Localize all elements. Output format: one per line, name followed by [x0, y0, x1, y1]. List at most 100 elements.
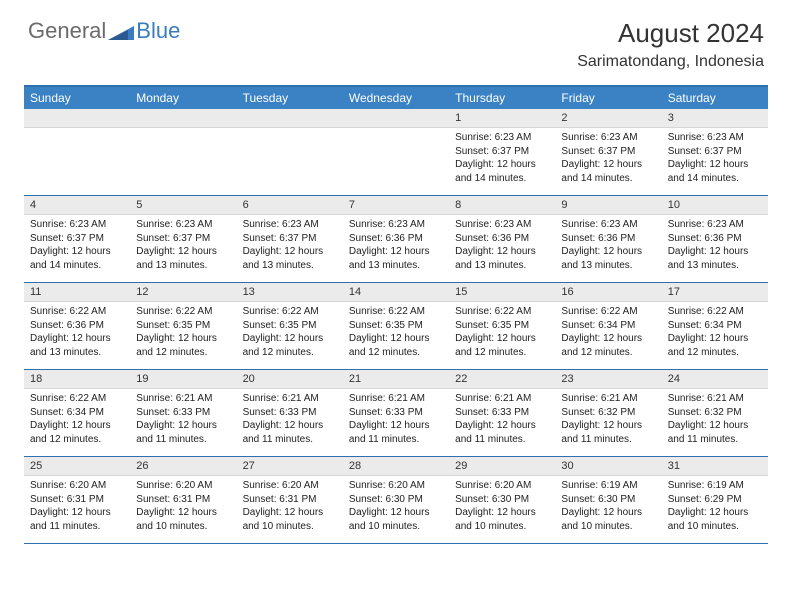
sunset-line: Sunset: 6:37 PM: [30, 232, 124, 246]
day-number: 2: [555, 109, 661, 128]
week-row: 1Sunrise: 6:23 AMSunset: 6:37 PMDaylight…: [24, 109, 768, 196]
sunrise-line: Sunrise: 6:20 AM: [30, 479, 124, 493]
day-content: Sunrise: 6:22 AMSunset: 6:34 PMDaylight:…: [24, 389, 130, 450]
day-cell: 19Sunrise: 6:21 AMSunset: 6:33 PMDayligh…: [130, 370, 236, 456]
sunset-line: Sunset: 6:35 PM: [136, 319, 230, 333]
day-number: 3: [662, 109, 768, 128]
daylight-line: Daylight: 12 hours and 10 minutes.: [136, 506, 230, 533]
day-header: Wednesday: [343, 87, 449, 109]
sunset-line: Sunset: 6:36 PM: [455, 232, 549, 246]
daylight-line: Daylight: 12 hours and 14 minutes.: [668, 158, 762, 185]
sunrise-line: Sunrise: 6:22 AM: [455, 305, 549, 319]
day-cell: 6Sunrise: 6:23 AMSunset: 6:37 PMDaylight…: [237, 196, 343, 282]
day-cell: 11Sunrise: 6:22 AMSunset: 6:36 PMDayligh…: [24, 283, 130, 369]
day-cell: 15 Sunrise: 6:22 AMSunset: 6:35 PMDayligh…: [449, 283, 555, 369]
week-row: 11Sunrise: 6:22 AMSunset: 6:36 PMDayligh…: [24, 283, 768, 370]
daylight-line: Daylight: 12 hours and 12 minutes.: [455, 332, 549, 359]
title-block: August 2024 Sarimatondang, Indonesia: [577, 18, 764, 71]
sunset-line: Sunset: 6:36 PM: [30, 319, 124, 333]
logo-text-blue: Blue: [136, 18, 180, 44]
day-content: Sunrise: 6:22 AMSunset: 6:35 PMDaylight:…: [343, 302, 449, 363]
sunset-line: Sunset: 6:35 PM: [455, 319, 549, 333]
sunrise-line: Sunrise: 6:23 AM: [243, 218, 337, 232]
daylight-line: Daylight: 12 hours and 14 minutes.: [30, 245, 124, 272]
day-header: Saturday: [662, 87, 768, 109]
sunset-line: Sunset: 6:37 PM: [561, 145, 655, 159]
sunrise-line: Sunrise: 6:22 AM: [349, 305, 443, 319]
sunset-line: Sunset: 6:36 PM: [561, 232, 655, 246]
sunset-line: Sunset: 6:30 PM: [349, 493, 443, 507]
day-cell: 21Sunrise: 6:21 AMSunset: 6:33 PMDayligh…: [343, 370, 449, 456]
daylight-line: Daylight: 12 hours and 14 minutes.: [455, 158, 549, 185]
day-header: Friday: [555, 87, 661, 109]
daylight-line: Daylight: 12 hours and 11 minutes.: [243, 419, 337, 446]
day-number: 18: [24, 370, 130, 389]
day-content: Sunrise: 6:21 AMSunset: 6:33 PMDaylight:…: [237, 389, 343, 450]
daylight-line: Daylight: 12 hours and 13 minutes.: [349, 245, 443, 272]
sunrise-line: Sunrise: 6:23 AM: [30, 218, 124, 232]
sunrise-line: Sunrise: 6:21 AM: [349, 392, 443, 406]
day-cell: 4Sunrise: 6:23 AMSunset: 6:37 PMDaylight…: [24, 196, 130, 282]
day-number: 22: [449, 370, 555, 389]
sunset-line: Sunset: 6:36 PM: [349, 232, 443, 246]
daylight-line: Daylight: 12 hours and 12 minutes.: [136, 332, 230, 359]
sunrise-line: Sunrise: 6:21 AM: [455, 392, 549, 406]
daylight-line: Daylight: 12 hours and 10 minutes.: [561, 506, 655, 533]
daylight-line: Daylight: 12 hours and 10 minutes.: [243, 506, 337, 533]
week-row: 18Sunrise: 6:22 AMSunset: 6:34 PMDayligh…: [24, 370, 768, 457]
sunset-line: Sunset: 6:32 PM: [561, 406, 655, 420]
day-cell: 17Sunrise: 6:22 AMSunset: 6:34 PMDayligh…: [662, 283, 768, 369]
day-number: 13: [237, 283, 343, 302]
day-content: Sunrise: 6:21 AMSunset: 6:33 PMDaylight:…: [130, 389, 236, 450]
day-content: Sunrise: 6:23 AMSunset: 6:36 PMDaylight:…: [343, 215, 449, 276]
day-number: 15: [449, 283, 555, 302]
day-cell: 20Sunrise: 6:21 AMSunset: 6:33 PMDayligh…: [237, 370, 343, 456]
sunrise-line: Sunrise: 6:23 AM: [349, 218, 443, 232]
daylight-line: Daylight: 12 hours and 13 minutes.: [243, 245, 337, 272]
day-cell: 9Sunrise: 6:23 AMSunset: 6:36 PMDaylight…: [555, 196, 661, 282]
sunrise-line: Sunrise: 6:19 AM: [668, 479, 762, 493]
sunset-line: Sunset: 6:34 PM: [668, 319, 762, 333]
sunset-line: Sunset: 6:37 PM: [243, 232, 337, 246]
sunrise-line: Sunrise: 6:23 AM: [668, 218, 762, 232]
day-number: 29: [449, 457, 555, 476]
sunrise-line: Sunrise: 6:20 AM: [455, 479, 549, 493]
day-content: Sunrise: 6:23 AMSunset: 6:37 PMDaylight:…: [130, 215, 236, 276]
day-number: 17: [662, 283, 768, 302]
day-cell: 18Sunrise: 6:22 AMSunset: 6:34 PMDayligh…: [24, 370, 130, 456]
day-header: Tuesday: [237, 87, 343, 109]
day-content: Sunrise: 6:23 AMSunset: 6:37 PMDaylight:…: [555, 128, 661, 189]
sunset-line: Sunset: 6:32 PM: [668, 406, 762, 420]
day-cell: 16Sunrise: 6:22 AMSunset: 6:34 PMDayligh…: [555, 283, 661, 369]
day-number: [343, 109, 449, 128]
day-cell: 3Sunrise: 6:23 AMSunset: 6:37 PMDaylight…: [662, 109, 768, 195]
sunset-line: Sunset: 6:30 PM: [561, 493, 655, 507]
sunrise-line: Sunrise: 6:23 AM: [561, 131, 655, 145]
daylight-line: Daylight: 12 hours and 11 minutes.: [455, 419, 549, 446]
day-number: 24: [662, 370, 768, 389]
sunrise-line: Sunrise: 6:21 AM: [561, 392, 655, 406]
day-content: Sunrise: 6:22 AMSunset: 6:34 PMDaylight:…: [662, 302, 768, 363]
day-cell: 25Sunrise: 6:20 AMSunset: 6:31 PMDayligh…: [24, 457, 130, 543]
daylight-line: Daylight: 12 hours and 10 minutes.: [668, 506, 762, 533]
day-number: [237, 109, 343, 128]
day-cell: 13Sunrise: 6:22 AMSunset: 6:35 PMDayligh…: [237, 283, 343, 369]
sunrise-line: Sunrise: 6:21 AM: [136, 392, 230, 406]
daylight-line: Daylight: 12 hours and 11 minutes.: [136, 419, 230, 446]
daylight-line: Daylight: 12 hours and 12 minutes.: [243, 332, 337, 359]
day-cell: [343, 109, 449, 195]
sunrise-line: Sunrise: 6:23 AM: [561, 218, 655, 232]
sunrise-line: Sunrise: 6:20 AM: [243, 479, 337, 493]
sunset-line: Sunset: 6:33 PM: [243, 406, 337, 420]
daylight-line: Daylight: 12 hours and 12 minutes.: [561, 332, 655, 359]
day-number: 16: [555, 283, 661, 302]
day-number: 20: [237, 370, 343, 389]
daylight-line: Daylight: 12 hours and 11 minutes.: [30, 506, 124, 533]
day-content: Sunrise: 6:21 AMSunset: 6:33 PMDaylight:…: [343, 389, 449, 450]
daylight-line: Daylight: 12 hours and 11 minutes.: [349, 419, 443, 446]
day-cell: 24Sunrise: 6:21 AMSunset: 6:32 PMDayligh…: [662, 370, 768, 456]
day-content: Sunrise: 6:20 AMSunset: 6:31 PMDaylight:…: [237, 476, 343, 537]
daylight-line: Daylight: 12 hours and 10 minutes.: [455, 506, 549, 533]
month-title: August 2024: [577, 18, 764, 49]
day-content: Sunrise: 6:21 AMSunset: 6:32 PMDaylight:…: [662, 389, 768, 450]
